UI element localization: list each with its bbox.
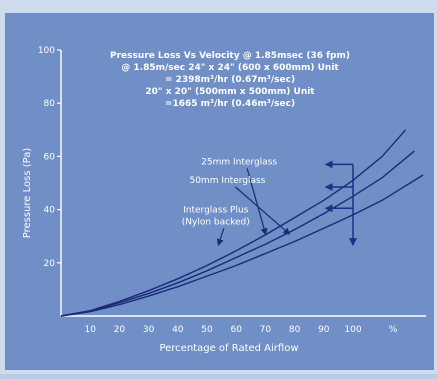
y-tick-label: 20: [44, 259, 56, 269]
chart-title-line: 20" x 20" (500mm x 500mm) Unit: [145, 87, 315, 97]
series-label-arrow-3: [216, 228, 225, 247]
annotations: 25mm Interglass 50mm Interglass Interglass…: [182, 157, 357, 247]
series-label-1: 25mm Interglass: [201, 157, 277, 167]
x-tick-label: 10: [84, 325, 96, 335]
x-tick-label: 100: [344, 325, 361, 335]
chart-title: Pressure Loss Vs Velocity @ 1.85msec (36…: [110, 51, 350, 109]
x-tick-label: 20: [114, 325, 126, 335]
x-tick-label: 80: [289, 325, 301, 335]
y-tick-label: 80: [44, 99, 56, 109]
x-tick-label: 50: [201, 325, 213, 335]
series-label-2: 50mm Interglass: [189, 176, 265, 186]
x-axis-title: Percentage of Rated Airflow: [159, 343, 298, 354]
series-label-arrow-2: [235, 186, 291, 235]
x-tick-label: 30: [143, 325, 155, 335]
x-tick-label: 60: [230, 325, 242, 335]
x-tick-label: 90: [318, 325, 330, 335]
chart-title-line: =1665 m³/hr (0.46m³/sec): [165, 99, 295, 109]
y-tick-label: 60: [44, 152, 56, 162]
series-label-3: Interglass Plus: [183, 205, 249, 215]
x-unit-label: %: [389, 325, 398, 335]
y-tick-label: 100: [38, 46, 55, 56]
x-tick-label: 70: [260, 325, 272, 335]
chart-title-line: Pressure Loss Vs Velocity @ 1.85msec (36…: [110, 51, 350, 61]
y-tick-label: 40: [44, 206, 56, 216]
y-axis-title: Pressure Loss (Pa): [22, 148, 33, 239]
chart-title-line: @ 1.85m/sec 24" x 24" (600 x 600mm) Unit: [121, 63, 339, 73]
axes: 20 40 60 80 100 10 20 30 40 50 60 70 80 90 100 % Percent…: [22, 46, 426, 354]
series-label-3: (Nylon backed): [182, 217, 250, 227]
chart-title-line: = 2398m³/hr (0.67m³/sec): [165, 75, 295, 85]
chart-background: [5, 13, 434, 370]
x-tick-label: 40: [172, 325, 184, 335]
series-label-arrow-1: [246, 168, 268, 236]
